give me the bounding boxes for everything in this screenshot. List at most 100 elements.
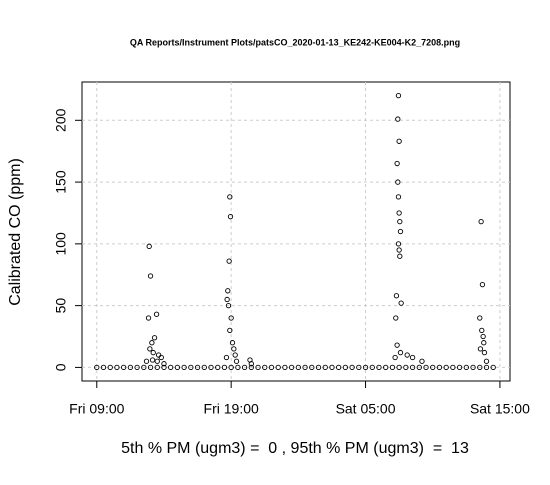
data-point <box>395 92 402 99</box>
data-point <box>342 364 349 371</box>
data-point <box>396 210 402 216</box>
y-tick-label: 50 <box>53 298 69 314</box>
data-point <box>395 241 402 247</box>
data-point <box>470 364 476 371</box>
data-point <box>443 364 449 371</box>
data-point <box>147 364 154 371</box>
data-point <box>398 300 404 306</box>
data-point <box>147 346 153 352</box>
data-point <box>100 364 107 371</box>
data-point <box>223 354 230 361</box>
data-point <box>404 352 410 358</box>
data-point <box>478 218 484 225</box>
data-point <box>481 340 487 346</box>
y-tick-label: 100 <box>53 232 69 256</box>
data-point <box>262 364 268 371</box>
data-point <box>396 364 402 371</box>
data-point <box>392 354 398 361</box>
data-point <box>233 358 240 364</box>
data-point <box>389 364 396 371</box>
data-point <box>227 214 234 220</box>
data-point <box>154 364 160 371</box>
data-point <box>275 364 281 371</box>
data-point <box>430 364 436 371</box>
data-point <box>141 364 147 371</box>
data-point <box>151 335 158 341</box>
data-point <box>376 364 382 371</box>
data-point <box>416 364 422 371</box>
data-point <box>241 364 248 371</box>
data-point <box>94 364 100 371</box>
data-point <box>395 116 401 122</box>
data-point <box>208 364 214 371</box>
data-point <box>181 364 187 371</box>
data-point <box>395 179 401 185</box>
data-point <box>397 228 404 235</box>
chart-title: QA Reports/Instrument Plots/patsCO_2020-… <box>130 37 460 47</box>
data-point <box>479 281 486 288</box>
data-point <box>232 352 238 358</box>
x-tick-label: Sat 05:00 <box>336 401 396 417</box>
data-point <box>450 364 456 371</box>
data-point <box>336 364 342 371</box>
data-point <box>134 364 140 371</box>
data-point <box>147 273 154 279</box>
x-tick-label: Fri 09:00 <box>69 401 124 417</box>
y-tick-label: 200 <box>53 108 69 132</box>
data-point <box>409 354 416 361</box>
data-point <box>481 349 488 356</box>
data-point <box>383 364 389 371</box>
data-point <box>248 361 254 367</box>
data-point <box>288 364 295 371</box>
y-tick-label: 150 <box>53 170 69 194</box>
data-point <box>490 364 496 371</box>
data-point <box>477 315 483 321</box>
data-point <box>235 364 241 371</box>
data-point <box>149 357 156 363</box>
data-point <box>149 340 155 346</box>
data-point <box>231 346 237 352</box>
data-point <box>248 364 254 371</box>
data-point <box>226 258 232 264</box>
data-point <box>255 364 261 371</box>
data-point <box>403 364 409 371</box>
data-point <box>362 364 369 371</box>
data-point <box>477 364 483 371</box>
data-point <box>201 364 207 371</box>
data-point <box>396 247 402 253</box>
x-axis-label: 5th % PM (ugm3) = 0 , 95th % PM (ugm3) =… <box>121 440 469 457</box>
data-point <box>188 364 194 371</box>
data-point <box>456 364 463 371</box>
data-point <box>229 340 236 346</box>
data-point <box>397 218 403 225</box>
data-point <box>150 349 156 356</box>
data-point <box>419 358 425 364</box>
y-axis-label: Calibrated CO (ppm) <box>7 158 24 306</box>
data-point <box>224 296 230 303</box>
data-point <box>107 364 113 371</box>
data-point <box>161 361 167 367</box>
data-point <box>174 364 181 371</box>
data-point <box>463 364 469 371</box>
x-tick-label: Fri 19:00 <box>204 401 259 417</box>
data-point <box>302 364 308 371</box>
data-point <box>158 354 164 361</box>
data-point <box>225 288 231 294</box>
data-point <box>227 194 233 200</box>
data-point <box>153 311 160 317</box>
data-point <box>168 364 174 371</box>
data-point <box>409 364 416 371</box>
data-point <box>146 243 152 249</box>
data-point <box>322 364 328 371</box>
data-point <box>228 364 234 371</box>
data-point <box>394 342 400 348</box>
data-point <box>483 364 490 371</box>
data-point <box>315 364 322 371</box>
data-point <box>221 364 228 371</box>
data-point <box>369 364 375 371</box>
data-point <box>282 364 288 371</box>
data-point <box>477 346 484 352</box>
data-point <box>397 349 404 356</box>
data-point <box>114 364 120 371</box>
data-point <box>228 315 234 321</box>
